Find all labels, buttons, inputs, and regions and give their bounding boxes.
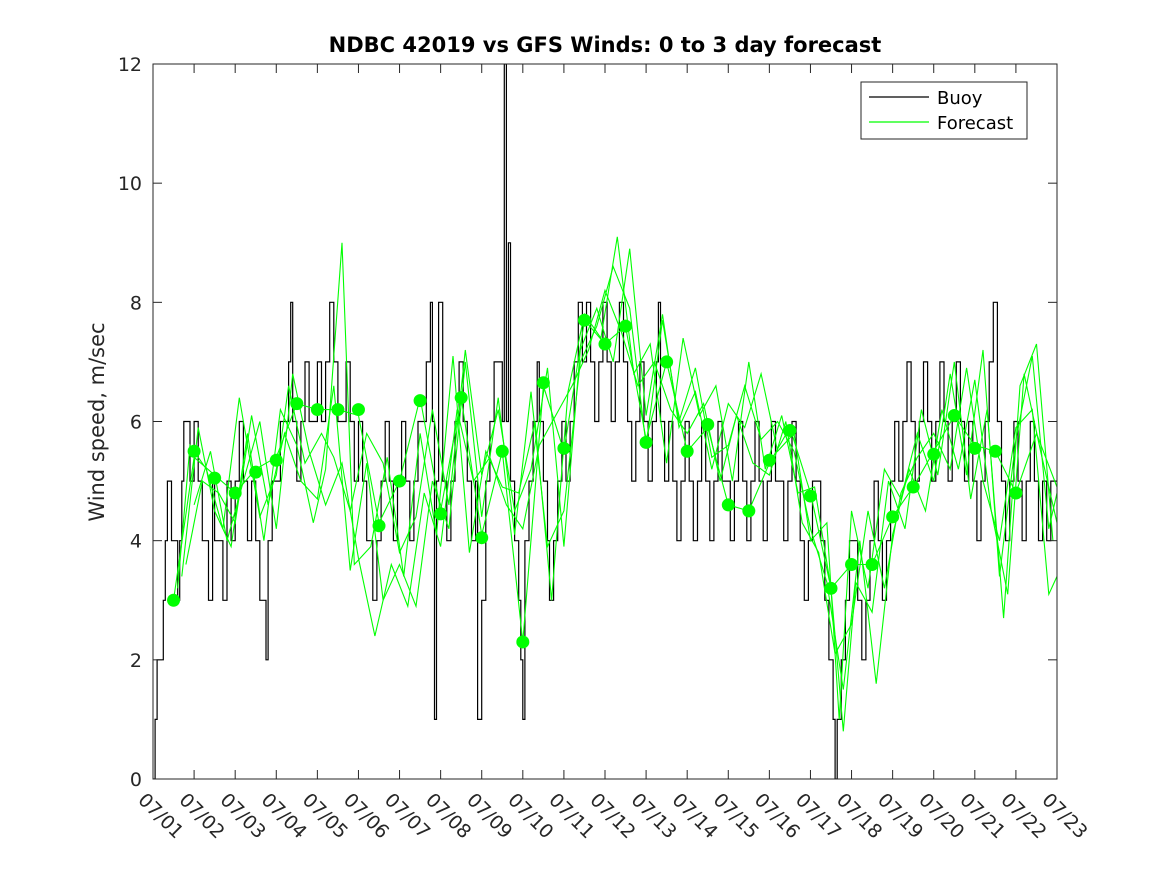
forecast-marker	[269, 453, 283, 467]
legend-forecast-label: Forecast	[937, 113, 1013, 134]
forecast-series-line-4	[185, 264, 1057, 690]
forecast-marker	[557, 441, 571, 455]
forecast-marker	[208, 471, 222, 485]
forecast-marker	[290, 397, 304, 411]
buoy-series-line	[153, 64, 1057, 779]
forecast-marker	[434, 507, 448, 521]
forecast-marker	[187, 444, 201, 458]
forecast-marker	[947, 409, 961, 423]
y-tick-label: 2	[130, 650, 142, 672]
forecast-marker	[475, 531, 489, 545]
y-tick-label: 6	[130, 412, 142, 434]
forecast-marker	[988, 444, 1002, 458]
y-tick-label: 10	[118, 173, 142, 195]
forecast-marker	[701, 417, 715, 431]
forecast-series-line-3	[181, 236, 1054, 732]
forecast-marker	[413, 394, 427, 408]
forecast-marker	[865, 558, 879, 571]
forecast-marker	[536, 376, 550, 390]
forecast-marker	[762, 453, 776, 467]
forecast-marker	[680, 444, 694, 458]
forecast-marker	[249, 465, 263, 479]
forecast-marker	[351, 403, 365, 417]
chart-title: NDBC 42019 vs GFS Winds: 0 to 3 day fore…	[329, 33, 882, 57]
forecast-marker	[619, 319, 633, 333]
forecast-marker	[906, 480, 920, 494]
forecast-marker	[372, 519, 386, 533]
plot-series-group	[153, 64, 1057, 779]
forecast-marker	[393, 474, 407, 488]
forecast-marker	[845, 558, 859, 571]
plot-area	[153, 64, 1057, 779]
forecast-marker	[721, 498, 735, 512]
forecast-marker	[783, 423, 797, 437]
forecast-marker	[886, 510, 900, 524]
forecast-marker	[927, 447, 941, 461]
forecast-series-line-5	[193, 288, 1057, 656]
forecast-marker	[968, 441, 982, 455]
forecast-marker	[598, 337, 612, 351]
legend-box	[860, 81, 1028, 140]
forecast-marker	[454, 391, 468, 405]
forecast-marker	[1009, 486, 1023, 500]
forecast-marker	[167, 593, 181, 607]
forecast-marker	[228, 486, 242, 500]
forecast-marker	[660, 355, 674, 369]
y-axis-label: Wind speed, m/sec	[85, 322, 109, 521]
forecast-marker	[516, 635, 530, 649]
forecast-marker	[803, 489, 817, 503]
forecast-marker	[495, 444, 509, 458]
y-tick-label: 8	[130, 292, 142, 314]
forecast-series-line-2	[177, 248, 1057, 720]
y-tick-label: 0	[130, 769, 142, 791]
forecast-marker	[639, 435, 653, 449]
y-tick-label: 4	[130, 531, 142, 553]
legend-buoy-label: Buoy	[937, 88, 983, 109]
forecast-marker	[310, 403, 324, 417]
forecast-marker	[331, 403, 345, 417]
y-tick-label: 12	[118, 54, 142, 76]
forecast-marker	[824, 581, 838, 595]
forecast-marker	[742, 504, 756, 518]
legend: Buoy Forecast	[860, 81, 1028, 140]
forecast-marker	[577, 313, 591, 327]
